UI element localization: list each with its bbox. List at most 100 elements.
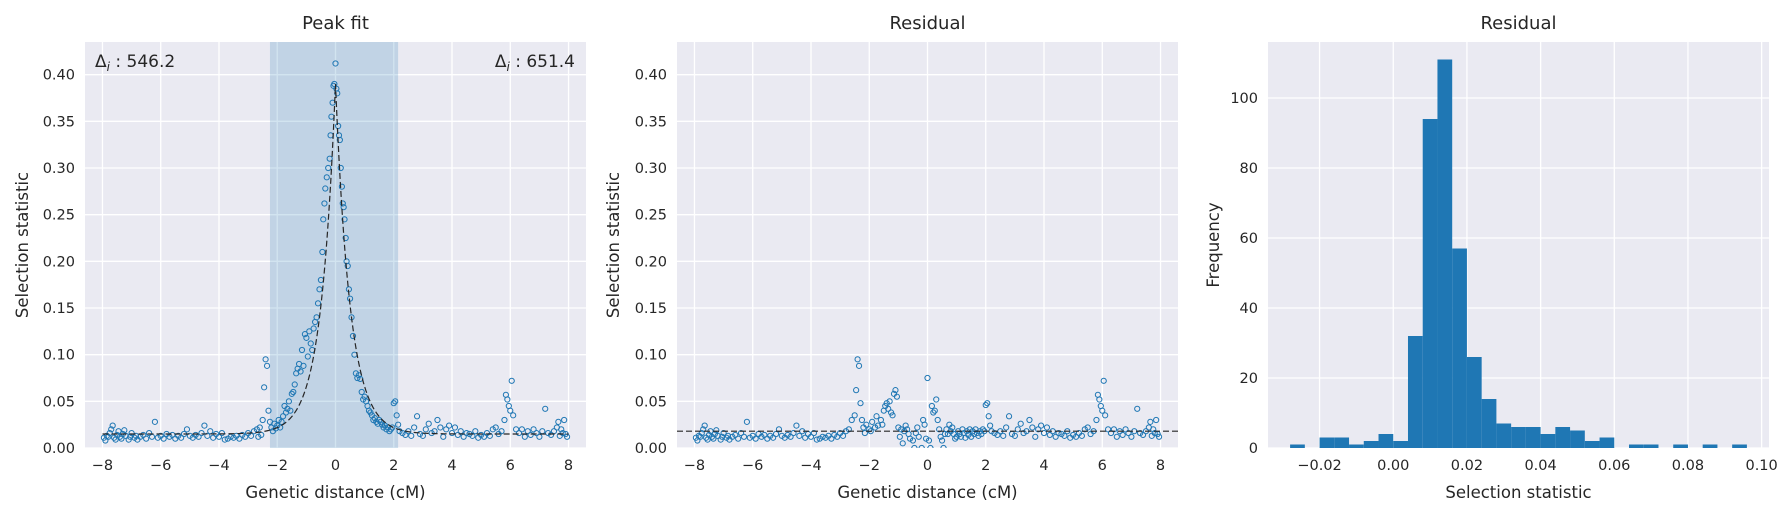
data-point: [952, 435, 959, 442]
ticks-residual-scatter: −8 −6 −4 −2 0 2 4 6 8 0.00 0.05 0.10 0.15 0.20 0.25 0.3…: [635, 68, 1165, 474]
histogram-bar: [1407, 336, 1423, 448]
data-point: [737, 429, 745, 437]
data-point: [341, 216, 348, 223]
data-point: [886, 398, 893, 405]
data-point: [1113, 433, 1120, 440]
data-point: [122, 432, 129, 439]
y-tick-label: 60: [1240, 231, 1258, 247]
data-point: [389, 424, 396, 431]
histogram-bar: [1555, 427, 1571, 448]
data-point: [1000, 432, 1007, 439]
data-point: [854, 356, 861, 363]
data-point: [855, 362, 863, 369]
data-point: [140, 431, 147, 439]
data-point: [873, 413, 880, 420]
data-point: [518, 426, 526, 433]
data-point: [1014, 426, 1021, 433]
data-point: [160, 435, 167, 442]
data-point: [448, 429, 456, 437]
ticks-peak-fit: −8 −6 −4 −2 0 2 4 6 8 0.00 0.05 0.10 0.15 0.20 0.25 0.3…: [43, 68, 573, 474]
data-point: [911, 444, 918, 448]
y-tick-label: 0.30: [635, 161, 667, 177]
data-point: [221, 436, 228, 443]
annotation-left: Δi : 546.2: [95, 52, 175, 74]
data-point: [925, 437, 933, 444]
data-point: [720, 429, 727, 437]
data-point: [1029, 424, 1036, 431]
histogram-bar: [1393, 441, 1408, 448]
data-point: [524, 428, 531, 435]
data-point: [1128, 433, 1135, 440]
plot-area-residual-histogram: [1268, 42, 1769, 448]
data-point: [340, 204, 347, 211]
data-point: [287, 407, 294, 414]
data-point: [393, 412, 400, 419]
data-point: [323, 174, 330, 181]
data-point: [839, 432, 847, 439]
data-point: [1151, 429, 1158, 437]
y-tick-label: 0.25: [635, 208, 667, 224]
data-point: [752, 435, 759, 442]
data-point: [290, 388, 297, 396]
data-point: [300, 362, 307, 369]
histogram-bar: [1599, 437, 1615, 448]
title-peak-fit: Peak fit: [302, 13, 369, 34]
x-tick-label: 0: [331, 458, 340, 474]
data-point: [1032, 433, 1039, 440]
data-point: [201, 422, 208, 429]
histogram-bar: [1673, 444, 1688, 448]
data-point: [542, 405, 549, 412]
histogram-bar: [1584, 441, 1600, 448]
histogram-bar: [1334, 437, 1350, 448]
data-point: [1035, 426, 1042, 433]
data-point: [1147, 418, 1154, 425]
x-tick-label: 0.04: [1524, 458, 1556, 474]
data-point: [306, 328, 313, 335]
data-point: [927, 444, 934, 448]
y-tick-label: 0.10: [43, 348, 75, 364]
data-point: [256, 424, 263, 431]
data-point: [285, 398, 292, 405]
histogram-bar: [1319, 437, 1335, 448]
data-point: [984, 400, 991, 407]
data-point: [807, 433, 815, 440]
ylabel-residual-histogram: Frequency: [1204, 202, 1223, 287]
y-tick-label: 0.00: [635, 441, 667, 457]
data-point: [492, 424, 499, 431]
data-point: [108, 426, 115, 433]
data-point: [1093, 416, 1100, 424]
data-point: [858, 416, 866, 424]
x-tick-label: 0.10: [1745, 458, 1777, 474]
data-point: [934, 416, 941, 424]
data-point: [719, 433, 726, 440]
y-tick-label: 20: [1240, 371, 1258, 387]
x-tick-label: 6: [506, 458, 515, 474]
data-point: [861, 429, 868, 437]
data-point: [533, 429, 540, 437]
data-point: [810, 429, 818, 437]
x-tick-label: −4: [208, 458, 229, 474]
data-point: [1043, 424, 1051, 431]
data-point: [743, 418, 751, 425]
data-point: [1003, 424, 1010, 431]
y-tick-label: 0.40: [43, 68, 75, 84]
data-point: [303, 334, 310, 341]
histogram-bar: [1481, 399, 1497, 448]
histogram-bar: [1378, 434, 1394, 448]
data-point: [106, 429, 113, 437]
data-point: [169, 431, 176, 439]
data-point: [121, 427, 128, 434]
data-point: [949, 424, 956, 431]
data-point: [1100, 377, 1107, 384]
data-point: [1110, 426, 1118, 433]
histogram-bar: [1496, 423, 1512, 448]
data-point: [422, 426, 429, 433]
data-point: [1139, 431, 1147, 439]
data-point: [242, 433, 249, 440]
data-point: [195, 433, 202, 440]
data-point: [314, 300, 322, 307]
data-point: [933, 396, 940, 403]
data-point: [1102, 412, 1109, 419]
data-point: [215, 433, 223, 440]
data-point: [936, 426, 943, 433]
